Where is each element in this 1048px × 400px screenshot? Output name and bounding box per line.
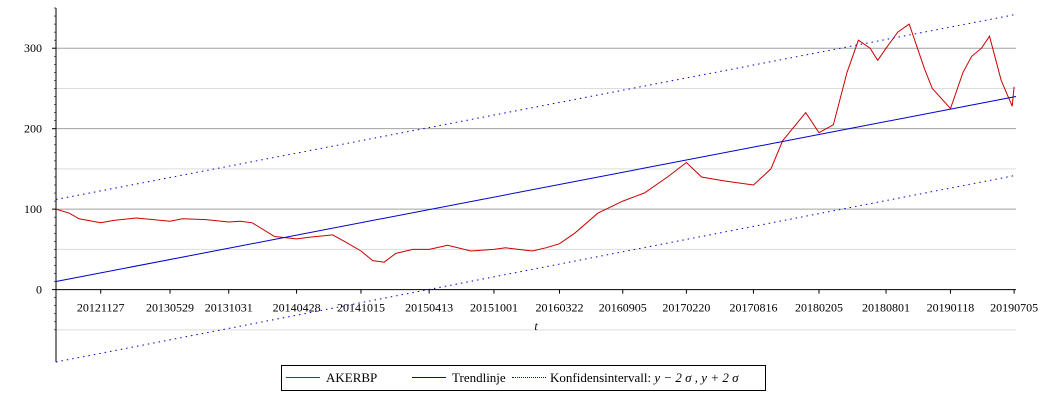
y-tick-label: 100: [24, 202, 42, 216]
x-tick-label: 20151001: [470, 301, 518, 315]
x-tick-label: 20160322: [535, 301, 583, 315]
legend-swatch-konfidensintervall: [512, 377, 546, 378]
x-tick-label: 20130529: [146, 301, 194, 315]
legend-swatch-akerbp: [286, 377, 320, 378]
x-tick-label: 20150413: [405, 301, 453, 315]
legend-label-konfidensintervall: Konfidensintervall: y − 2 σ , y + 2 σ: [550, 370, 739, 386]
legend-label-akerbp: AKERBP: [326, 370, 378, 385]
legend: AKERBP Trendlinje Konfidensintervall: y …: [281, 365, 766, 391]
grid-lines: [56, 47, 1016, 331]
series-line-konfidensintervall-lower: [55, 174, 1017, 363]
x-tick-label: 20190118: [927, 301, 975, 315]
legend-swatch-trendlinje: [412, 377, 446, 378]
x-tick-label: 20141015: [337, 301, 385, 315]
series-line-akerbp: [55, 23, 1015, 263]
x-tick-label: 20170220: [662, 301, 710, 315]
y-tick-label: 300: [24, 41, 42, 55]
x-tick-label: 20140428: [273, 301, 321, 315]
series-line-konfidensintervall-upper: [55, 13, 1017, 200]
legend-label-konfidensintervall-text: Konfidensintervall:: [550, 370, 652, 385]
tick-labels: 0 100 200 300 20121127 20130529 20131031 201404…: [24, 41, 1038, 314]
y-tick-label: 200: [24, 122, 42, 136]
x-tick-label: 20160905: [599, 301, 647, 315]
x-tick-label: 20180801: [862, 301, 910, 315]
x-tick-label: 20131031: [205, 301, 253, 315]
x-tick-label: 20121127: [77, 301, 125, 315]
axes: [52, 7, 1016, 362]
y-tick-label: 0: [36, 283, 42, 297]
legend-label-konfidensintervall-math: y − 2 σ , y + 2 σ: [654, 370, 739, 385]
x-tick-label: 20190705: [990, 301, 1038, 315]
series-line-trendlinje: [55, 96, 1017, 282]
legend-label-trendlinje: Trendlinje: [452, 370, 506, 385]
x-tick-label: 20180205: [795, 301, 843, 315]
x-axis-title: t: [534, 319, 538, 333]
x-tick-label: 20170816: [729, 301, 777, 315]
plot-series: [55, 13, 1017, 363]
